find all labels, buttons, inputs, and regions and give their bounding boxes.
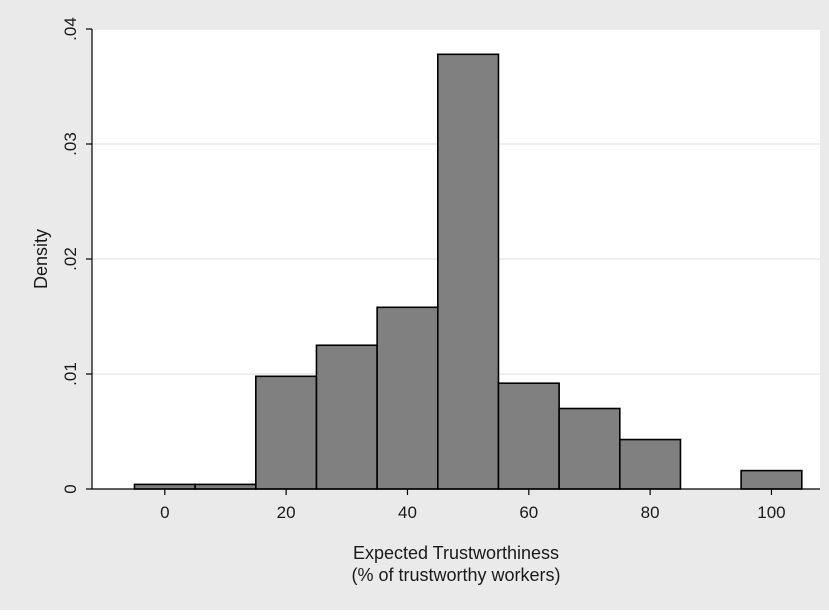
x-tick-label: 80 (641, 503, 660, 522)
x-tick-label: 0 (160, 503, 169, 522)
x-axis-ticks: 0 20 40 60 80 100 (160, 489, 786, 522)
x-axis-label-line1: Expected Trustworthiness (353, 543, 559, 563)
y-axis-ticks: 0 .01 .02 .03 .04 (61, 17, 92, 494)
histogram-bars (133, 53, 803, 490)
histogram-bar (618, 438, 682, 490)
y-tick-label: .04 (61, 17, 80, 41)
histogram-bar (315, 344, 378, 490)
histogram-bar (133, 483, 196, 490)
histogram-bar (740, 469, 803, 490)
y-tick-label: .02 (61, 247, 80, 271)
y-axis-label: Density (31, 229, 51, 289)
y-tick-label: 0 (61, 484, 80, 493)
histogram-bar (436, 53, 500, 490)
y-tick-label: .03 (61, 132, 80, 156)
x-tick-label: 20 (277, 503, 296, 522)
y-tick-label: .01 (61, 362, 80, 386)
x-tick-label: 40 (398, 503, 417, 522)
histogram-bar (376, 306, 439, 490)
histogram-bar (255, 375, 318, 490)
histogram-bar (194, 483, 257, 490)
x-axis-label-line2: (% of trustworthy workers) (351, 565, 560, 585)
histogram-bar (497, 382, 560, 490)
histogram-bar (558, 407, 621, 490)
x-tick-label: 100 (757, 503, 785, 522)
x-tick-label: 60 (519, 503, 538, 522)
